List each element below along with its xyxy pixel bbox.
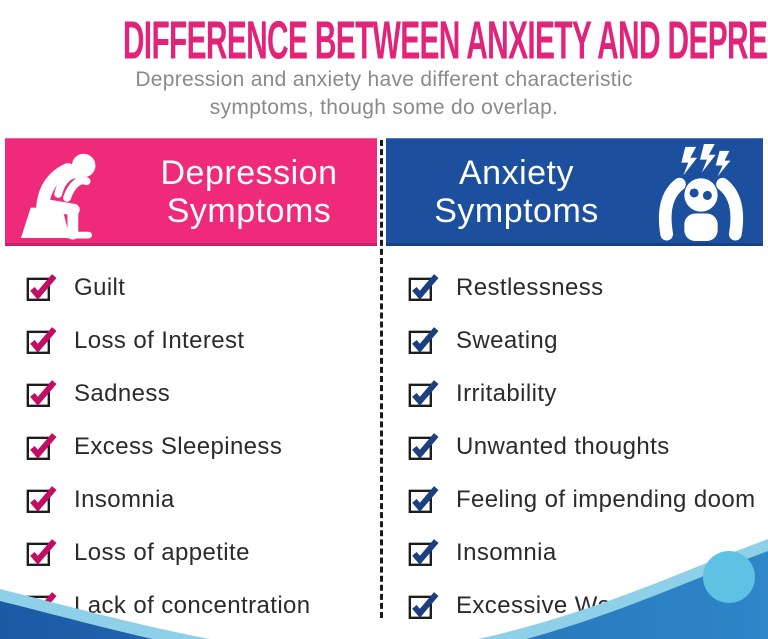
- list-item: Restlessness: [408, 261, 758, 314]
- checked-checkbox-icon: [408, 486, 439, 513]
- symptom-label: Feeling of impending doom: [456, 485, 756, 513]
- symptom-label: Sadness: [74, 379, 171, 407]
- checked-checkbox-icon: [408, 592, 439, 619]
- checked-checkbox-icon: [26, 274, 57, 301]
- list-item: Loss of Interest: [26, 314, 376, 367]
- checked-checkbox-icon: [408, 380, 439, 407]
- depression-header-banner: Depression Symptoms: [5, 138, 377, 246]
- checked-checkbox-icon: [26, 539, 57, 566]
- checked-checkbox-icon: [26, 433, 57, 460]
- list-item: Insomnia: [26, 473, 376, 526]
- checked-checkbox-icon: [408, 433, 439, 460]
- list-item: Sadness: [26, 367, 376, 420]
- checked-checkbox-icon: [408, 274, 439, 301]
- symptom-label: Loss of Interest: [74, 326, 245, 354]
- list-item: Loss of appetite: [26, 526, 376, 579]
- symptom-label: Guilt: [74, 273, 126, 301]
- dotted-divider: [377, 140, 385, 618]
- list-item: Insomnia: [408, 526, 758, 579]
- list-item: Sweating: [408, 314, 758, 367]
- checked-checkbox-icon: [26, 486, 57, 513]
- symptom-label: Lack of concentration: [74, 591, 311, 619]
- symptom-label: Unwanted thoughts: [456, 432, 670, 460]
- symptom-label: Loss of appetite: [74, 538, 250, 566]
- list-item: Unwanted thoughts: [408, 420, 758, 473]
- page-title: DIFFERENCE BETWEEN ANXIETY AND DEPRESSIO…: [122, 10, 768, 71]
- list-item: Excess Sleepiness: [26, 420, 376, 473]
- page-subtitle: Depression and anxiety have different ch…: [135, 68, 633, 119]
- checked-checkbox-icon: [26, 327, 57, 354]
- symptom-label: Restlessness: [456, 273, 604, 301]
- anxious-person-icon: [658, 143, 744, 241]
- symptom-label: Insomnia: [74, 485, 175, 513]
- checked-checkbox-icon: [408, 539, 439, 566]
- symptom-label: Irritability: [456, 379, 557, 407]
- circle-accent: [703, 551, 755, 603]
- list-item: Feeling of impending doom: [408, 473, 758, 526]
- checked-checkbox-icon: [408, 327, 439, 354]
- checked-checkbox-icon: [26, 380, 57, 407]
- list-item: Guilt: [26, 261, 376, 314]
- bottom-wave-decoration: [0, 539, 768, 639]
- depressed-person-icon: [20, 153, 96, 240]
- anxiety-column-header: Anxiety Symptoms: [434, 153, 599, 230]
- symptom-label: Insomnia: [456, 538, 557, 566]
- symptom-label: Sweating: [456, 326, 558, 354]
- list-item: Irritability: [408, 367, 758, 420]
- list-item: Lack of concentration: [26, 579, 376, 632]
- anxiety-header-banner: Anxiety Symptoms: [386, 138, 763, 246]
- symptom-label: Excess Sleepiness: [74, 432, 283, 460]
- depression-symptom-list: Guilt Loss of Interest Sadness: [26, 261, 376, 632]
- depression-column-header: Depression Symptoms: [160, 153, 338, 230]
